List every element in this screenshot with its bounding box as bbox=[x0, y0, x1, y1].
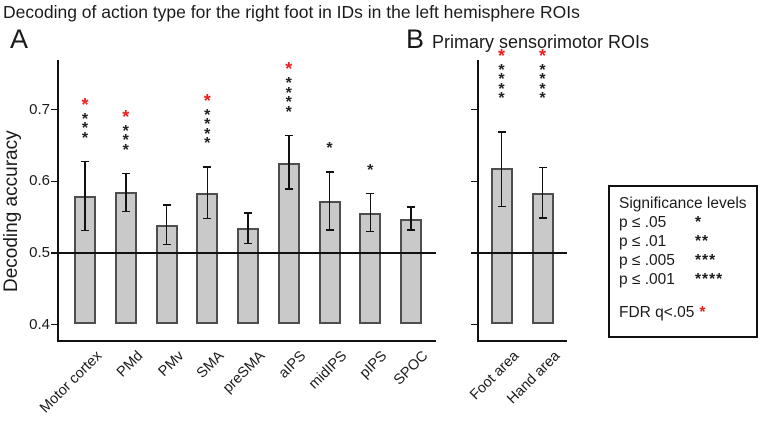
error-bar-line bbox=[84, 161, 86, 231]
error-bar-line bbox=[500, 131, 503, 207]
y-axis-spine bbox=[57, 60, 59, 342]
error-bar-cap-top bbox=[325, 171, 334, 173]
error-bar-line bbox=[247, 212, 249, 244]
x-axis-line bbox=[476, 339, 567, 342]
y-axis-tick bbox=[470, 323, 477, 326]
y-axis-tick bbox=[51, 180, 57, 183]
legend-fdr-row: FDR q<.05 * bbox=[619, 303, 756, 322]
legend-fdr-label: FDR q<.05 bbox=[619, 304, 695, 321]
error-bar-line bbox=[328, 171, 331, 230]
chance-level-line bbox=[476, 251, 567, 254]
fdr-red-star: * bbox=[81, 94, 89, 115]
error-bar-cap-bottom bbox=[366, 230, 375, 233]
fdr-red-star: * bbox=[538, 45, 546, 66]
error-bar-cap-bottom bbox=[538, 217, 547, 219]
error-bar-cap-top bbox=[366, 192, 375, 195]
error-bar-line bbox=[165, 204, 168, 245]
y-axis-tick-label: 0.7 bbox=[29, 100, 50, 118]
error-bar-cap-top bbox=[244, 212, 252, 214]
error-bar-line bbox=[369, 193, 371, 232]
error-bar-cap-bottom bbox=[407, 229, 415, 231]
error-bar-line bbox=[288, 135, 290, 190]
legend-row-label: p ≤ .01 bbox=[619, 233, 667, 250]
panel-a-label: A bbox=[10, 24, 29, 54]
fdr-red-star: * bbox=[497, 45, 505, 66]
y-axis-tick bbox=[470, 252, 477, 254]
legend-row-stars: ** bbox=[695, 233, 710, 250]
y-axis-tick-label: 0.4 bbox=[29, 315, 50, 333]
y-axis-tick bbox=[51, 323, 57, 326]
error-bar-cap-bottom bbox=[203, 217, 212, 220]
error-bar-cap-bottom bbox=[497, 205, 506, 208]
black-significance-stars: * * * * bbox=[498, 61, 505, 108]
fdr-red-star: * bbox=[285, 59, 293, 80]
panel-b-label: B bbox=[406, 24, 425, 54]
y-axis-tick-label: 0.6 bbox=[29, 172, 50, 190]
error-bar-cap-bottom bbox=[284, 188, 293, 190]
black-significance-stars: * bbox=[367, 161, 374, 179]
x-axis-line bbox=[57, 339, 436, 342]
y-axis-label: Decoding accuracy bbox=[1, 130, 22, 292]
fdr-red-star: * bbox=[122, 106, 130, 127]
black-significance-stars: * * * bbox=[122, 122, 129, 159]
error-bar-cap-top bbox=[538, 166, 547, 169]
legend-row-stars: **** bbox=[695, 271, 724, 288]
y-axis-tick bbox=[51, 108, 57, 111]
black-significance-stars: * * * bbox=[81, 110, 89, 147]
legend-row-label: p ≤ .005 bbox=[619, 252, 675, 269]
black-significance-stars: * * * * bbox=[285, 75, 292, 121]
error-bar-line bbox=[410, 207, 412, 230]
error-bar-cap-top bbox=[203, 166, 212, 168]
legend-title: Significance levels bbox=[619, 195, 747, 212]
error-bar-cap-top bbox=[162, 204, 171, 206]
y-axis-spine bbox=[476, 60, 479, 342]
legend-row: p ≤ .05 * bbox=[619, 213, 756, 232]
legend-fdr-star: * bbox=[699, 304, 706, 321]
black-significance-stars: * bbox=[326, 140, 333, 158]
y-axis-tick bbox=[470, 180, 477, 183]
error-bar-cap-top bbox=[121, 172, 130, 175]
significance-legend: Significance levels p ≤ .05 * p ≤ .01 **… bbox=[608, 185, 758, 338]
error-bar-cap-top bbox=[81, 160, 89, 162]
error-bar-cap-bottom bbox=[81, 229, 89, 232]
error-bar-cap-bottom bbox=[121, 210, 130, 213]
legend-row: p ≤ .01 ** bbox=[619, 232, 756, 251]
bar bbox=[400, 218, 422, 325]
error-bar-cap-bottom bbox=[325, 229, 334, 231]
fdr-red-star: * bbox=[203, 90, 211, 111]
legend-row: p ≤ .001 **** bbox=[619, 270, 756, 289]
error-bar-line bbox=[125, 173, 127, 212]
black-significance-stars: * * * * bbox=[204, 106, 211, 153]
error-bar-cap-top bbox=[497, 131, 506, 133]
legend-row: p ≤ .005 *** bbox=[619, 251, 756, 270]
legend-row-stars: *** bbox=[695, 252, 717, 269]
legend-row-label: p ≤ .001 bbox=[619, 271, 675, 288]
error-bar-cap-bottom bbox=[244, 242, 252, 245]
legend-row-label: p ≤ .05 bbox=[619, 214, 667, 231]
error-bar-cap-top bbox=[407, 206, 415, 208]
error-bar-line bbox=[206, 166, 208, 219]
panel-b-header: B Primary sensorimotor ROIs bbox=[406, 24, 649, 55]
error-bar-cap-top bbox=[284, 134, 293, 137]
error-bar-cap-bottom bbox=[162, 243, 171, 246]
y-axis-tick bbox=[51, 252, 57, 254]
error-bar-line bbox=[541, 167, 544, 218]
legend-row-stars: * bbox=[695, 214, 703, 231]
black-significance-stars: * * * * bbox=[539, 61, 546, 108]
panel-b-title: Primary sensorimotor ROIs bbox=[432, 32, 650, 52]
figure-title: Decoding of action type for the right fo… bbox=[3, 2, 580, 22]
y-axis-tick bbox=[470, 108, 477, 111]
chance-level-line bbox=[57, 251, 436, 254]
y-axis-tick-label: 0.5 bbox=[29, 243, 50, 261]
